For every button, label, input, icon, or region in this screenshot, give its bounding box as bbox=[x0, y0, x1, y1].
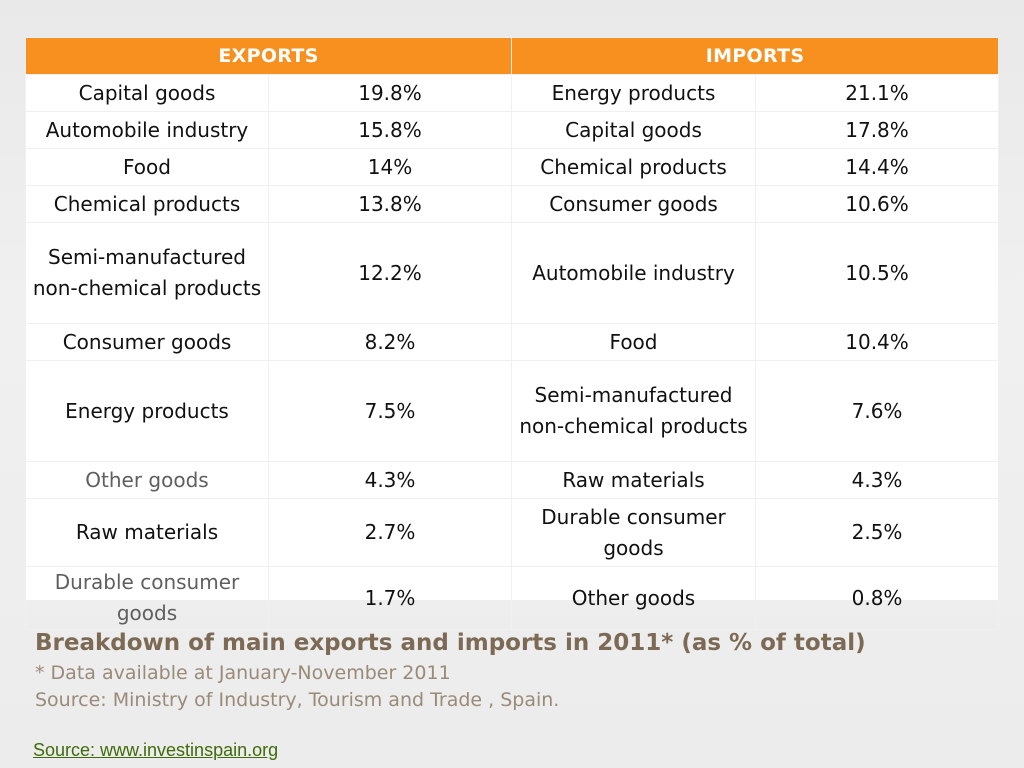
caption-source: Source: Ministry of Industry, Tourism an… bbox=[35, 689, 560, 711]
table-row: Food 14% Chemical products 14.4% bbox=[25, 148, 1000, 186]
import-pct-cell: 17.8% bbox=[755, 111, 1000, 149]
export-pct-cell: 8.2% bbox=[267, 323, 513, 361]
table-row: Durable consumer goods 1.7% Other goods … bbox=[25, 566, 1000, 630]
table-row: Automobile industry 15.8% Capital goods … bbox=[25, 111, 1000, 149]
import-pct-cell: 0.8% bbox=[755, 566, 1000, 630]
export-pct-cell: 19.8% bbox=[267, 74, 513, 112]
trade-table-container: EXPORTS IMPORTS Capital goods 19.8% Ener… bbox=[24, 37, 1000, 630]
exports-imports-table: EXPORTS IMPORTS Capital goods 19.8% Ener… bbox=[24, 37, 1000, 630]
import-pct-cell: 2.5% bbox=[755, 498, 1000, 567]
table-row: Capital goods 19.8% Energy products 21.1… bbox=[25, 74, 1000, 112]
import-item-cell: Consumer goods bbox=[511, 185, 757, 223]
export-item-cell: Semi-manufactured non-chemical products bbox=[25, 222, 269, 324]
export-pct-cell: 13.8% bbox=[267, 185, 513, 223]
table-row: Raw materials 2.7% Durable consumer good… bbox=[25, 498, 1000, 567]
import-pct-cell: 10.4% bbox=[755, 323, 1000, 361]
export-pct-cell: 7.5% bbox=[267, 360, 513, 462]
table-header-row: EXPORTS IMPORTS bbox=[24, 37, 1000, 75]
export-item-cell: Food bbox=[25, 148, 269, 186]
export-item-cell: Consumer goods bbox=[25, 323, 269, 361]
caption-note: * Data available at January-November 201… bbox=[35, 662, 451, 684]
import-item-cell: Capital goods bbox=[511, 111, 757, 149]
export-pct-cell: 4.3% bbox=[267, 461, 513, 499]
export-item-cell: Capital goods bbox=[25, 74, 269, 112]
import-item-cell: Automobile industry bbox=[511, 222, 757, 324]
table-row: Semi-manufactured non-chemical products … bbox=[25, 222, 1000, 324]
exports-header: EXPORTS bbox=[24, 37, 513, 75]
import-item-cell: Energy products bbox=[511, 74, 757, 112]
export-pct-cell: 1.7% bbox=[267, 566, 513, 630]
table-row: Energy products 7.5% Semi-manufactured n… bbox=[25, 360, 1000, 462]
import-item-cell: Food bbox=[511, 323, 757, 361]
export-item-cell: Chemical products bbox=[25, 185, 269, 223]
import-item-cell: Other goods bbox=[511, 566, 757, 630]
export-pct-cell: 12.2% bbox=[267, 222, 513, 324]
import-pct-cell: 21.1% bbox=[755, 74, 1000, 112]
import-pct-cell: 10.5% bbox=[755, 222, 1000, 324]
caption-title: Breakdown of main exports and imports in… bbox=[35, 630, 866, 656]
export-pct-cell: 14% bbox=[267, 148, 513, 186]
import-pct-cell: 10.6% bbox=[755, 185, 1000, 223]
export-pct-cell: 15.8% bbox=[267, 111, 513, 149]
export-item-cell: Durable consumer goods bbox=[25, 566, 269, 630]
imports-header: IMPORTS bbox=[511, 37, 1000, 75]
import-item-cell: Semi-manufactured non-chemical products bbox=[511, 360, 757, 462]
export-item-cell: Automobile industry bbox=[25, 111, 269, 149]
table-caption: Breakdown of main exports and imports in… bbox=[35, 626, 995, 714]
export-item-cell: Energy products bbox=[25, 360, 269, 462]
import-item-cell: Raw materials bbox=[511, 461, 757, 499]
import-pct-cell: 4.3% bbox=[755, 461, 1000, 499]
export-pct-cell: 2.7% bbox=[267, 498, 513, 567]
import-item-cell: Durable consumer goods bbox=[511, 498, 757, 567]
table-row: Consumer goods 8.2% Food 10.4% bbox=[25, 323, 1000, 361]
import-pct-cell: 7.6% bbox=[755, 360, 1000, 462]
table-row: Other goods 4.3% Raw materials 4.3% bbox=[25, 461, 1000, 499]
table-row: Chemical products 13.8% Consumer goods 1… bbox=[25, 185, 1000, 223]
import-item-cell: Chemical products bbox=[511, 148, 757, 186]
source-link[interactable]: Source: www.investinspain.org bbox=[33, 740, 279, 760]
import-pct-cell: 14.4% bbox=[755, 148, 1000, 186]
export-item-cell: Raw materials bbox=[25, 498, 269, 567]
export-item-cell: Other goods bbox=[25, 461, 269, 499]
